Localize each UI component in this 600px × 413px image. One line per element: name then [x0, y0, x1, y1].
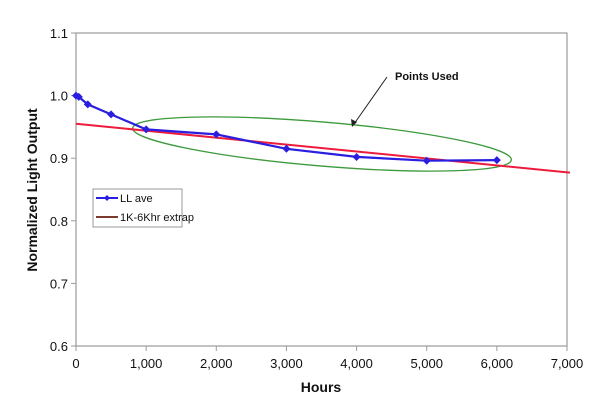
- x-tick-label: 0: [72, 356, 79, 371]
- y-tick-label: 0.6: [50, 339, 68, 354]
- x-axis-title: Hours: [301, 379, 342, 395]
- y-axis-title: Normalized Light Output: [24, 108, 40, 272]
- data-point-marker: [212, 130, 221, 139]
- x-tick-label: 6,000: [481, 356, 514, 371]
- plot-area: [75, 32, 568, 347]
- y-axis: 0.6 0.7 0.8 0.9 1.0 1.1: [50, 26, 76, 354]
- legend-label-ll-ave: LL ave: [120, 193, 153, 205]
- legend: LL ave 1K-6Khr extrap: [92, 188, 194, 228]
- y-tick-label: 1.0: [50, 89, 68, 104]
- x-tick-label: 1,000: [130, 356, 163, 371]
- points-used-annotation: Points Used: [351, 71, 459, 127]
- legend-label-extrap: 1K-6Khr extrap: [120, 212, 194, 224]
- x-tick-label: 4,000: [340, 356, 373, 371]
- data-point-marker: [142, 125, 151, 134]
- data-point-marker: [83, 100, 92, 109]
- y-tick-label: 0.7: [50, 276, 68, 291]
- data-point-marker: [74, 92, 83, 101]
- x-tick-label: 7,000: [551, 356, 584, 371]
- x-tick-label: 5,000: [410, 356, 443, 371]
- series-layer: [72, 91, 571, 174]
- diamond-marker-icon: [104, 195, 110, 201]
- points-used-label: Points Used: [395, 71, 459, 83]
- data-point-marker: [107, 110, 116, 119]
- points-used-ellipse: [132, 116, 512, 172]
- x-tick-label: 3,000: [270, 356, 303, 371]
- arrow-head-icon: [351, 119, 357, 127]
- data-point-marker: [492, 156, 501, 165]
- ll-ave-line: [75, 94, 497, 162]
- extrap-line: [75, 122, 571, 174]
- x-axis: 0 1,000 2,000 3,000 4,000 5,000 6,000 7,000: [72, 346, 583, 371]
- x-tick-label: 2,000: [200, 356, 233, 371]
- data-point-marker: [422, 156, 431, 165]
- y-tick-label: 1.1: [50, 26, 68, 41]
- y-tick-label: 0.8: [50, 214, 68, 229]
- data-point-marker: [282, 144, 291, 153]
- y-tick-label: 0.9: [50, 151, 68, 166]
- data-point-marker: [352, 152, 361, 161]
